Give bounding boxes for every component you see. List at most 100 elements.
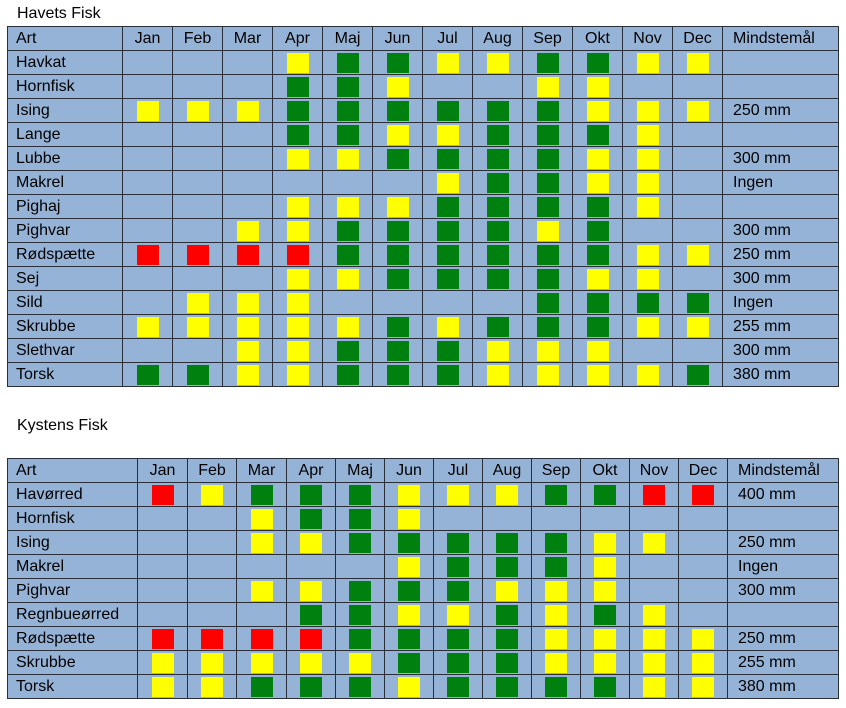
season-marker-green: [496, 604, 518, 625]
season-marker-green: [436, 364, 459, 385]
minimum-size: Ingen: [722, 290, 839, 315]
season-marker-green: [398, 628, 420, 649]
header-row: Art Jan Feb Mar Apr Maj Jun Jul Aug Sep Okt Nov Dec M…: [7, 26, 839, 51]
season-marker-yellow: [586, 364, 609, 385]
season-marker-yellow: [398, 676, 420, 697]
month-cell: [678, 674, 728, 699]
month-cell: [372, 362, 423, 387]
month-cell: [433, 554, 483, 579]
table-row: Hornfisk: [7, 74, 839, 99]
season-marker-green: [250, 676, 273, 697]
season-marker-yellow: [594, 580, 616, 601]
month-cell: [372, 290, 423, 315]
month-cell: [572, 290, 623, 315]
month-cell: [236, 626, 287, 651]
season-marker-red: [186, 244, 209, 265]
season-marker-green: [398, 580, 420, 601]
month-cell: [572, 194, 623, 219]
season-marker-green: [436, 100, 459, 121]
month-cell: [678, 650, 728, 675]
season-marker-yellow: [692, 628, 714, 649]
species-name: Sild: [7, 290, 123, 315]
season-marker-yellow: [286, 196, 309, 217]
month-cell: [222, 266, 273, 291]
minimum-size: Ingen: [722, 170, 839, 195]
month-cell: [187, 506, 237, 531]
table-row: Havørred 400 mm: [7, 482, 839, 507]
season-marker-green: [250, 484, 273, 505]
season-marker-yellow: [436, 172, 459, 193]
month-cell: [572, 98, 623, 123]
month-cell: [322, 242, 373, 267]
month-cell: [472, 362, 523, 387]
species-name: Skrubbe: [7, 314, 123, 339]
season-marker-yellow: [136, 100, 159, 121]
season-marker-yellow: [636, 268, 659, 289]
season-marker-green: [386, 100, 409, 121]
month-cell: [322, 194, 373, 219]
season-marker-yellow: [447, 484, 469, 505]
column-header: Jun: [384, 458, 434, 483]
month-cell: [187, 602, 237, 627]
month-cell: [522, 266, 573, 291]
column-header: Jan: [137, 458, 188, 483]
season-marker-yellow: [349, 652, 371, 673]
season-marker-yellow: [636, 316, 659, 337]
table-row: Sild Ingen: [7, 290, 839, 315]
season-marker-green: [486, 172, 509, 193]
season-marker-red: [236, 244, 259, 265]
season-marker-green: [545, 484, 567, 505]
month-cell: [384, 554, 434, 579]
month-cell: [672, 242, 723, 267]
season-marker-yellow: [636, 364, 659, 385]
month-cell: [372, 242, 423, 267]
season-marker-green: [586, 124, 609, 145]
table-row: Regnbueørred: [7, 602, 839, 627]
season-marker-green: [496, 652, 518, 673]
month-cell: [629, 650, 679, 675]
season-marker-yellow: [236, 100, 259, 121]
month-cell: [222, 122, 273, 147]
season-marker-green: [436, 196, 459, 217]
season-marker-green: [486, 268, 509, 289]
month-cell: [572, 170, 623, 195]
species-name: Slethvar: [7, 338, 123, 363]
month-cell: [122, 314, 173, 339]
month-cell: [422, 98, 473, 123]
month-cell: [172, 194, 223, 219]
month-cell: [286, 530, 336, 555]
season-marker-green: [447, 628, 469, 649]
season-marker-red: [300, 628, 322, 649]
species-name: Lubbe: [7, 146, 123, 171]
season-marker-green: [447, 652, 469, 673]
season-marker-yellow: [201, 484, 223, 505]
havets-fish-table: Art Jan Feb Mar Apr Maj Jun Jul Aug Sep Okt Nov Dec M…: [7, 26, 839, 387]
season-marker-yellow: [336, 148, 359, 169]
season-marker-green: [386, 52, 409, 73]
month-cell: [172, 98, 223, 123]
month-cell: [187, 482, 237, 507]
month-cell: [372, 218, 423, 243]
month-cell: [531, 506, 581, 531]
minimum-size: [722, 74, 839, 99]
season-marker-green: [586, 196, 609, 217]
season-marker-yellow: [398, 604, 420, 625]
month-cell: [522, 74, 573, 99]
season-marker-yellow: [486, 52, 509, 73]
month-cell: [187, 554, 237, 579]
month-cell: [522, 146, 573, 171]
month-cell: [272, 170, 323, 195]
season-marker-yellow: [436, 124, 459, 145]
season-marker-yellow: [398, 484, 420, 505]
season-marker-yellow: [151, 676, 174, 697]
table-row: Makrel Ingen: [7, 170, 839, 195]
species-name: Pighvar: [7, 578, 138, 603]
month-cell: [236, 602, 287, 627]
month-cell: [580, 506, 630, 531]
species-name: Hornfisk: [7, 506, 138, 531]
month-cell: [472, 146, 523, 171]
month-cell: [335, 506, 385, 531]
minimum-size: 300 mm: [722, 266, 839, 291]
month-cell: [322, 170, 373, 195]
month-cell: [572, 362, 623, 387]
